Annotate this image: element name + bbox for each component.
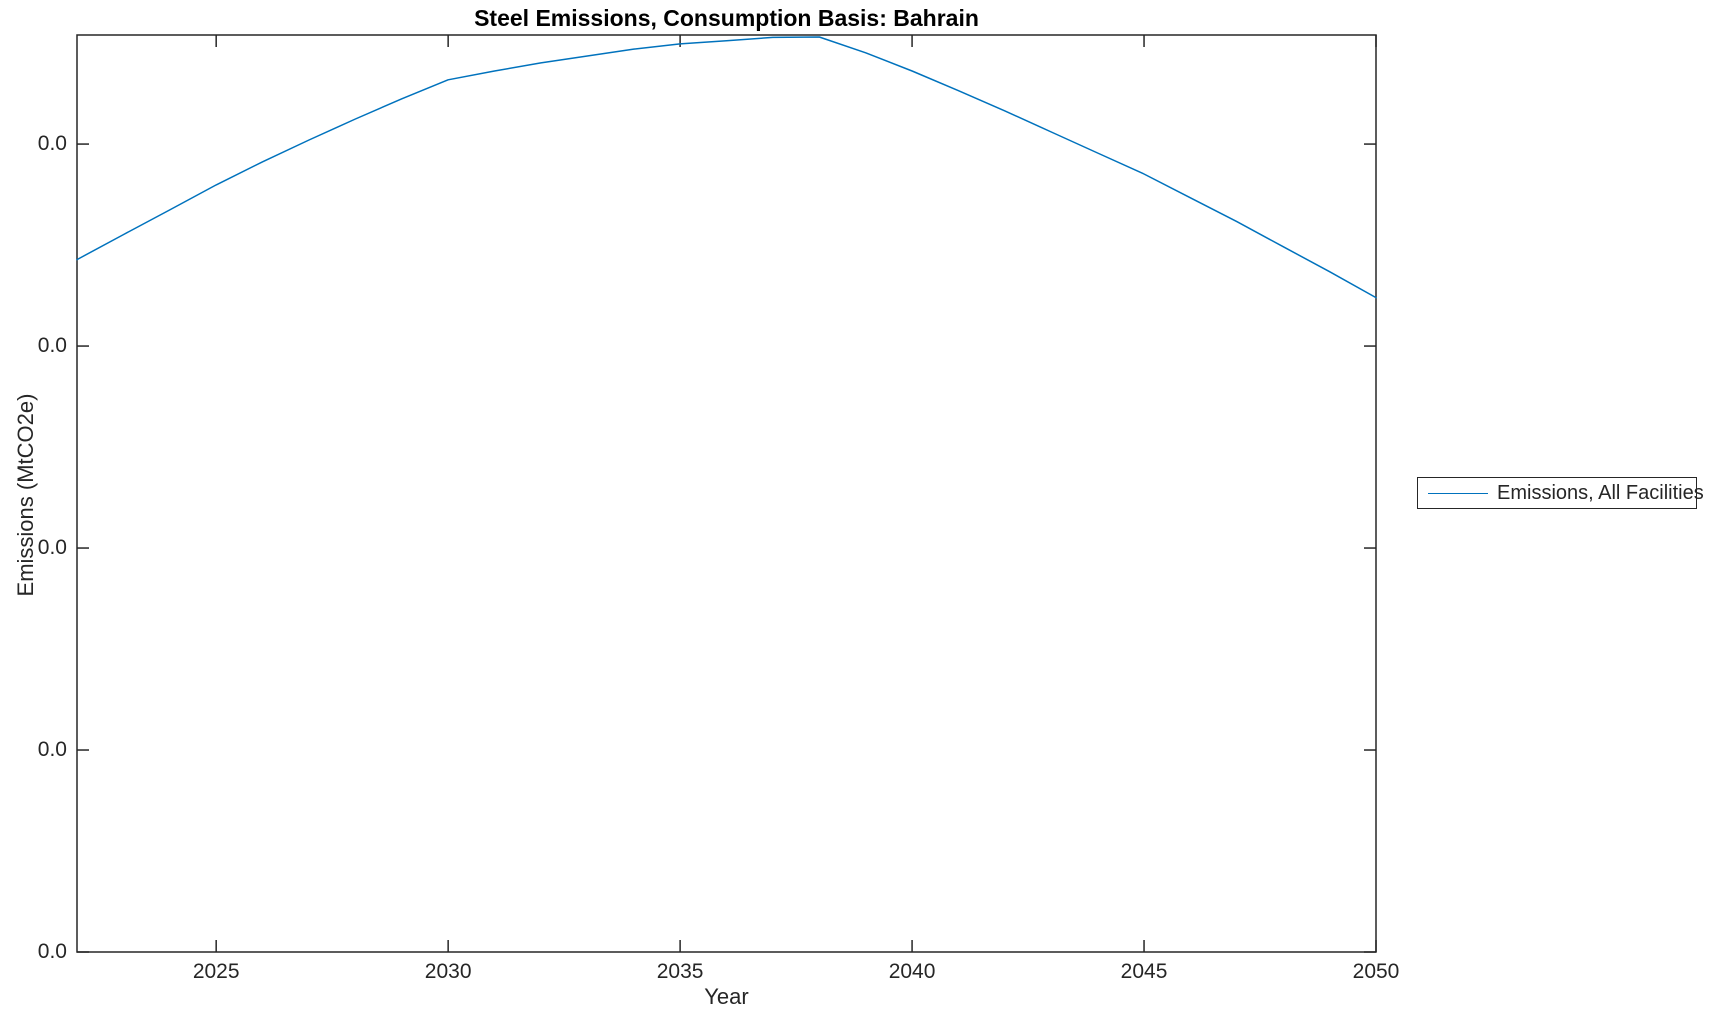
legend-entry-label: Emissions, All Facilities [1497, 481, 1704, 504]
axes-box [76, 34, 1377, 953]
legend-line-sample-icon [1428, 492, 1488, 494]
x-tick-label: 2030 [424, 960, 472, 983]
x-axis-label: Year [704, 984, 749, 1009]
x-tick-label: 2045 [1120, 960, 1168, 983]
chart-title: Steel Emissions, Consumption Basis: Bahr… [474, 5, 979, 31]
x-tick-label: 2025 [192, 960, 240, 983]
y-tick-label: 0.0 [37, 536, 67, 560]
legend[interactable]: Emissions, All Facilities [1417, 477, 1704, 509]
y-tick-label: 0.0 [37, 132, 67, 156]
y-tick-label: 0.0 [37, 334, 67, 358]
y-tick-label: 0.0 [37, 738, 67, 762]
x-tick-label: 2040 [888, 960, 936, 983]
x-tick-label: 2050 [1352, 960, 1400, 983]
emissions-line-series [76, 36, 1377, 299]
x-tick-label: 2035 [656, 960, 704, 983]
y-tick-label: 0.0 [37, 940, 67, 963]
